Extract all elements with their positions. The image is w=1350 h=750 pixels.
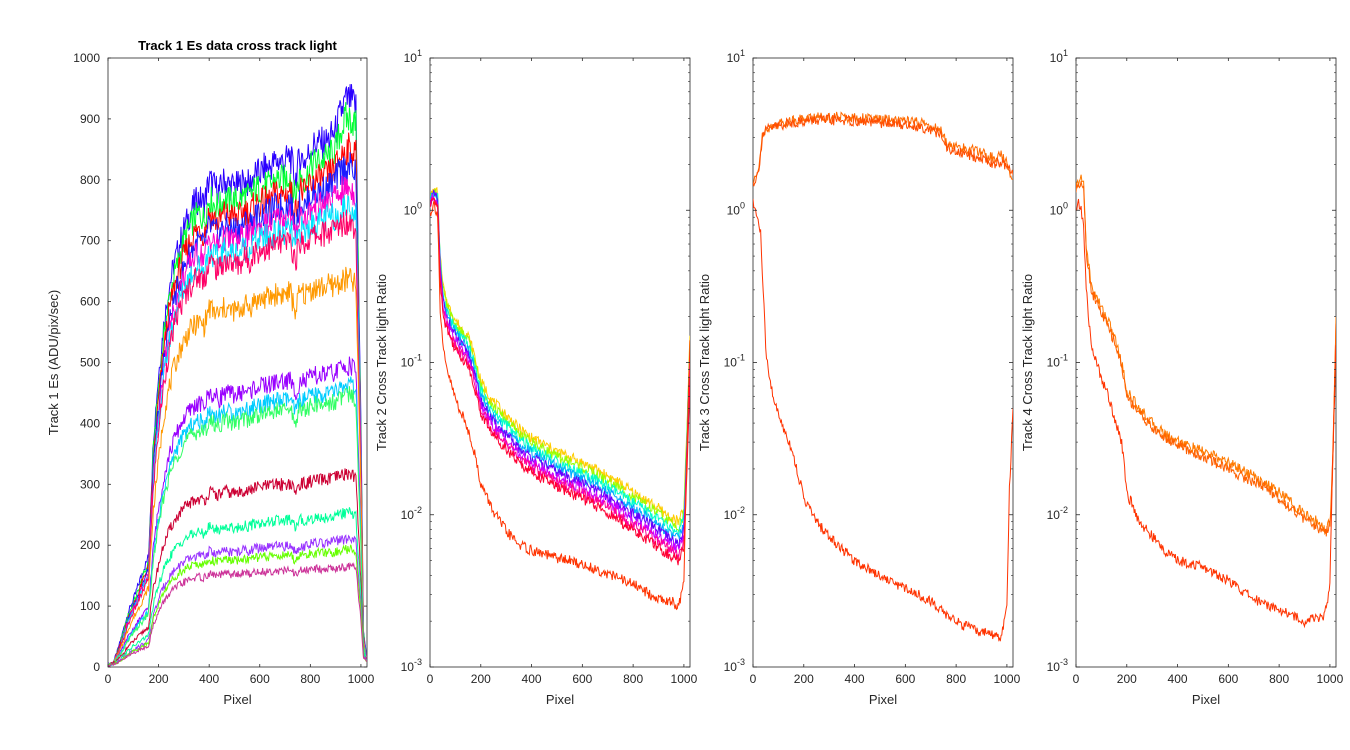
y-tick-label: 10-2 (401, 505, 422, 522)
x-tick-label: 400 (199, 672, 219, 686)
x-tick-label: 600 (895, 672, 915, 686)
y-tick-label: 800 (80, 173, 100, 187)
series-line (108, 534, 367, 666)
y-tick-label: 700 (80, 234, 100, 248)
y-tick-label: 100 (404, 200, 422, 217)
x-tick-label: 0 (750, 672, 757, 686)
panel-track-4-ratio: Track 4 Cross Track light Ratio Pixel 0 2… (1020, 48, 1344, 707)
y-axis-label: Track 3 Cross Track light Ratio (697, 274, 712, 451)
chart-title: Track 1 Es data cross track light (138, 38, 337, 53)
series-line (108, 209, 367, 667)
y-axis-label: Track 2 Cross Track light Ratio (374, 274, 389, 451)
series-line (753, 113, 1013, 187)
series-line (1076, 181, 1336, 537)
x-tick-label: 1000 (348, 672, 375, 686)
y-tick-label: 400 (80, 416, 100, 430)
series-line (753, 198, 1013, 642)
series-line (108, 544, 367, 666)
x-axis-label: Pixel (1192, 692, 1220, 707)
x-tick-label: 1000 (671, 672, 698, 686)
x-tick-label: 0 (105, 672, 112, 686)
series-group (108, 84, 367, 667)
plot-area (752, 57, 1014, 668)
series-line (108, 507, 367, 667)
y-tick-label: 100 (727, 200, 745, 217)
series-group (753, 111, 1013, 642)
y-tick-label: 600 (80, 295, 100, 309)
x-tick-label: 200 (1117, 672, 1137, 686)
y-axis-label: Track 1 Es (ADU/pix/sec) (46, 290, 61, 435)
x-tick-label: 600 (572, 672, 592, 686)
y-tick-label: 101 (727, 48, 745, 65)
y-tick-label: 101 (404, 48, 422, 65)
y-tick-label: 10-3 (401, 657, 422, 674)
x-tick-label: 600 (1218, 672, 1238, 686)
x-tick-label: 0 (1073, 672, 1080, 686)
panel-track-2-ratio: Track 2 Cross Track light Ratio Pixel 0 2… (374, 48, 698, 707)
y-tick-label: 500 (80, 356, 100, 370)
series-line (108, 468, 367, 667)
series-line (430, 197, 690, 566)
y-tick-label: 200 (80, 538, 100, 552)
y-tick-label: 1000 (73, 51, 100, 65)
series-line (108, 386, 367, 666)
x-axis-label: Pixel (223, 692, 251, 707)
y-tick-label: 10-1 (401, 353, 422, 370)
y-tick-label: 101 (1050, 48, 1068, 65)
x-tick-label: 800 (946, 672, 966, 686)
x-tick-label: 1000 (994, 672, 1021, 686)
x-axis-label: Pixel (869, 692, 897, 707)
x-tick-label: 200 (471, 672, 491, 686)
x-tick-label: 200 (794, 672, 814, 686)
x-tick-label: 0 (427, 672, 434, 686)
series-line (1076, 174, 1336, 536)
x-tick-label: 600 (250, 672, 270, 686)
series-group (430, 186, 690, 611)
x-tick-label: 200 (149, 672, 169, 686)
series-line (108, 561, 367, 667)
y-tick-label: 0 (93, 660, 100, 674)
series-group (1076, 174, 1336, 629)
series-line (430, 186, 690, 526)
y-tick-label: 10-1 (1047, 353, 1068, 370)
series-line (1076, 198, 1336, 629)
x-tick-label: 800 (1269, 672, 1289, 686)
y-axis-label: Track 4 Cross Track light Ratio (1020, 274, 1035, 451)
series-line (430, 191, 690, 541)
series-line (430, 193, 690, 553)
x-tick-label: 1000 (1317, 672, 1344, 686)
y-tick-label: 100 (1050, 200, 1068, 217)
y-tick-label: 10-2 (724, 505, 745, 522)
y-tick-label: 100 (80, 599, 100, 613)
y-tick-label: 900 (80, 112, 100, 126)
x-tick-label: 400 (1168, 672, 1188, 686)
x-tick-label: 800 (623, 672, 643, 686)
panel-track-1-es: Track 1 Es data cross track light Track … (46, 38, 375, 707)
y-tick-label: 10-2 (1047, 505, 1068, 522)
x-tick-label: 400 (522, 672, 542, 686)
y-tick-label: 10-1 (724, 353, 745, 370)
y-tick-label: 10-3 (1047, 657, 1068, 674)
plot-area (1075, 57, 1337, 668)
series-line (108, 266, 367, 667)
series-line (430, 201, 690, 611)
x-axis-label: Pixel (546, 692, 574, 707)
x-tick-label: 800 (300, 672, 320, 686)
x-tick-label: 400 (845, 672, 865, 686)
y-tick-label: 10-3 (724, 657, 745, 674)
panel-track-3-ratio: Track 3 Cross Track light Ratio Pixel 0 2… (697, 48, 1021, 707)
y-tick-label: 300 (80, 477, 100, 491)
